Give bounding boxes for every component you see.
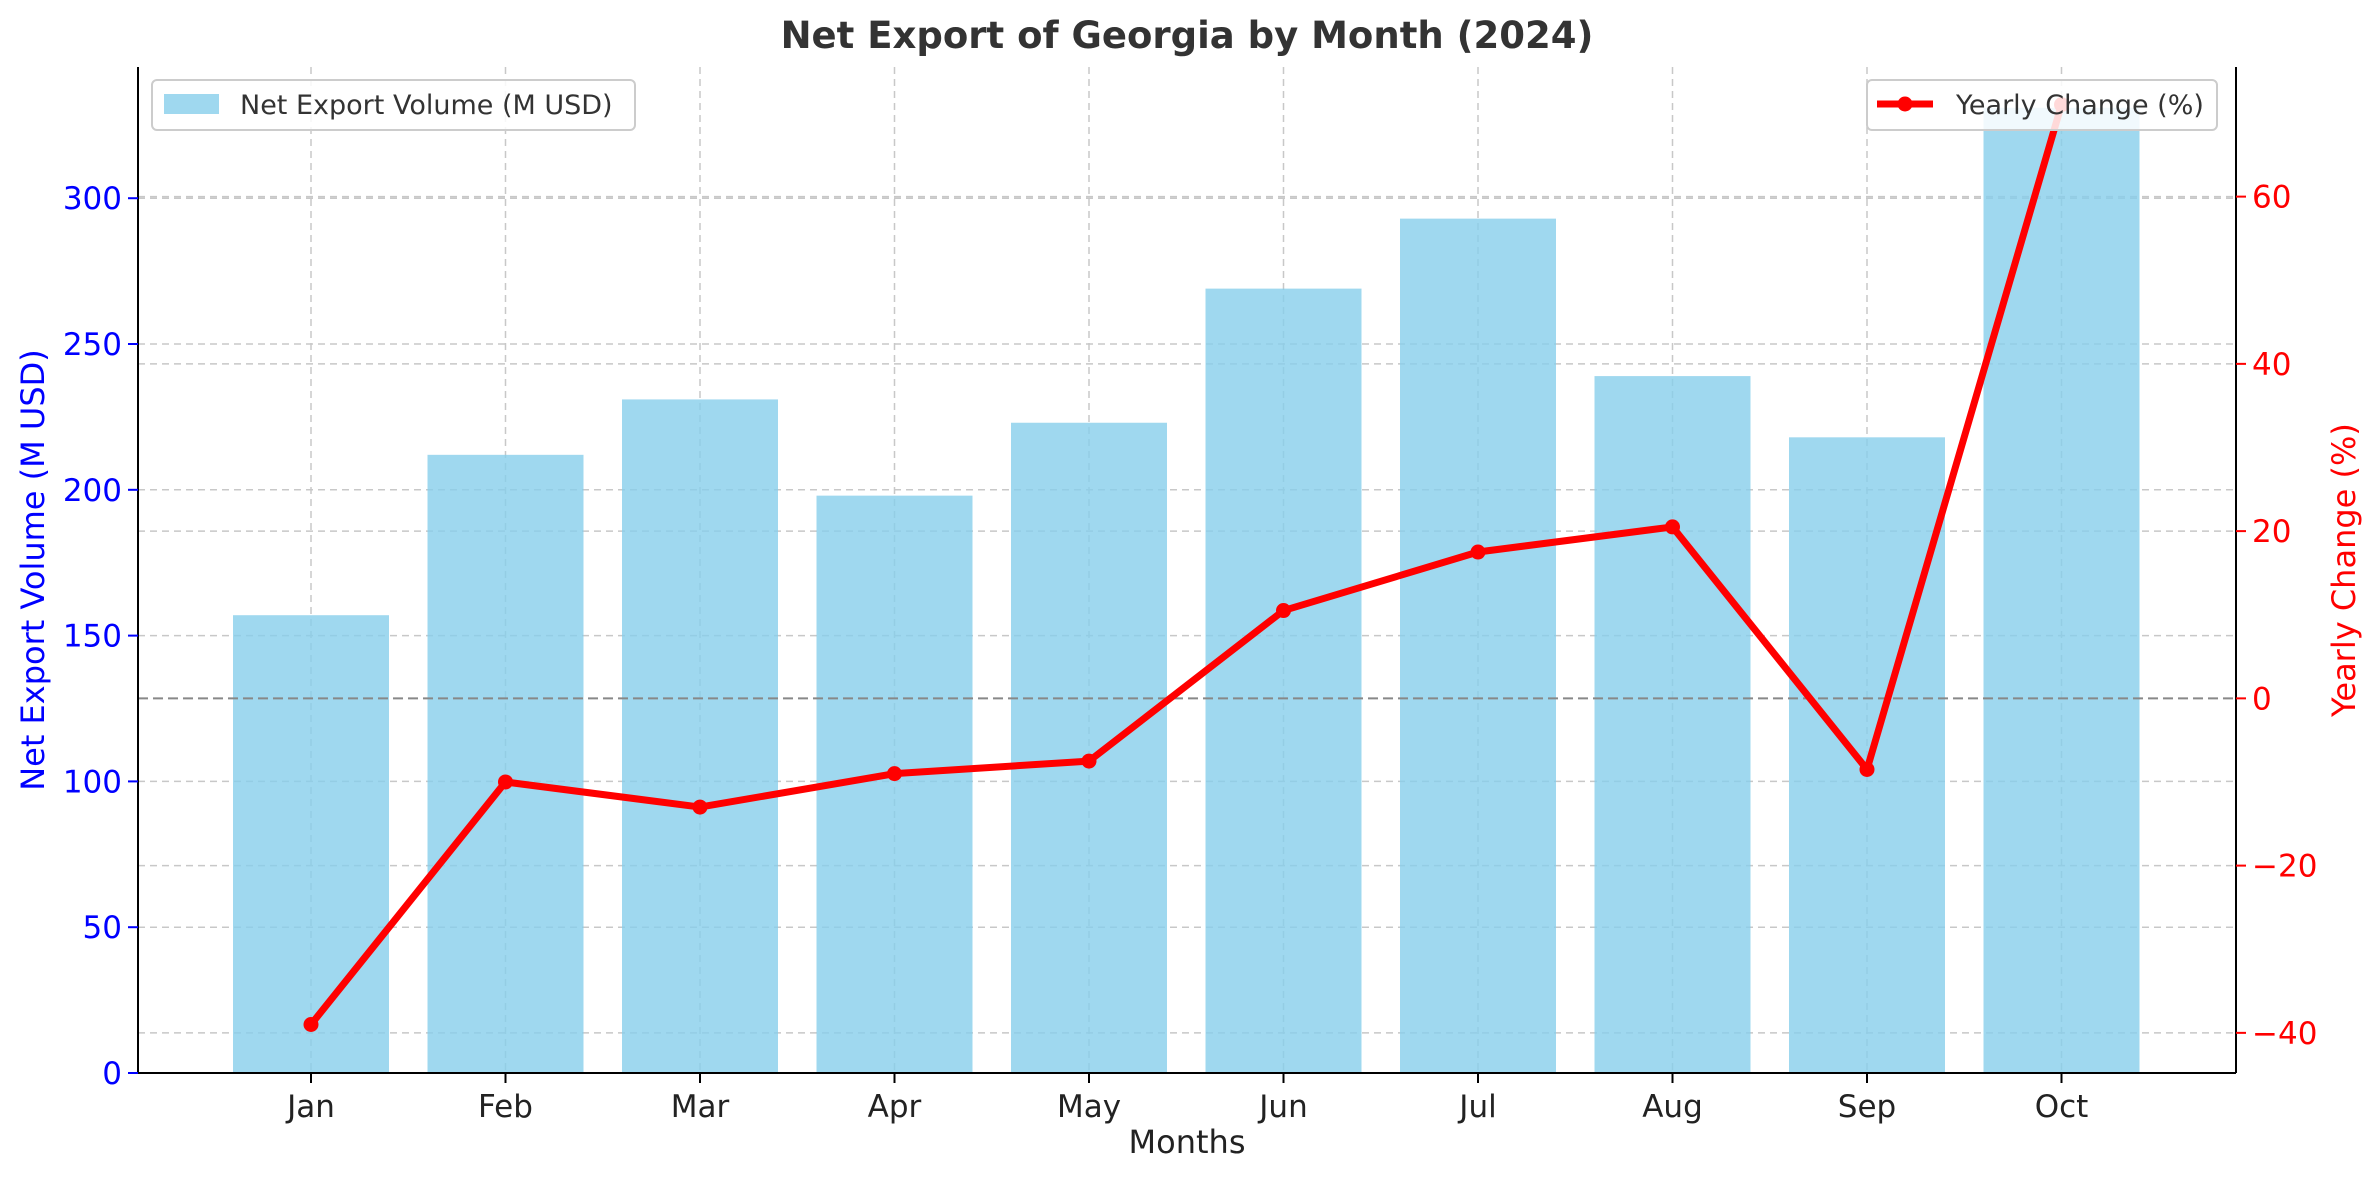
y2-tick-label: 0 — [2252, 681, 2272, 717]
y-tick-label: 300 — [63, 181, 122, 217]
x-tick-label: May — [1057, 1089, 1121, 1125]
y-tick-label: 250 — [63, 327, 122, 363]
yearly-change-point-feb — [498, 774, 513, 790]
bar-jun — [1205, 288, 1362, 1074]
yearly-change-point-jul — [1470, 544, 1486, 560]
legend-box — [151, 79, 636, 131]
x-tick-label: Aug — [1642, 1089, 1703, 1125]
y2-tick-label: −40 — [2252, 1016, 2317, 1052]
legend-bar-label: Net Export Volume (M USD) — [240, 90, 613, 121]
x-tick-label: Mar — [671, 1089, 730, 1125]
y2-tick-label: 20 — [2252, 514, 2291, 550]
bar-jan — [233, 615, 389, 1073]
bar-jul — [1400, 218, 1556, 1074]
x-tick-label: Jul — [1457, 1089, 1496, 1125]
yearly-change-point-aug — [1665, 519, 1680, 535]
bar-aug — [1594, 376, 1751, 1073]
axes-layer: 0 50 100 150 200 250 300 −40 −20 0 20 40 60 Jan Feb Mar… — [63, 67, 2317, 1125]
legend-box — [1866, 79, 2218, 131]
yearly-change-line — [307, 101, 2065, 1028]
y-tick-label: 50 — [83, 910, 122, 946]
bar-feb — [427, 454, 584, 1073]
yearly-change-point-may — [1081, 753, 1097, 769]
y-tick-label: 150 — [63, 619, 122, 655]
yearly-change-point-mar — [692, 799, 708, 815]
y-axis-label: Net Export Volume (M USD) — [14, 349, 52, 791]
x-tick-label: Oct — [2035, 1089, 2089, 1125]
yearly-change-point-jun — [1276, 603, 1291, 619]
bar-oct — [1983, 107, 2140, 1074]
y2-tick-label: 60 — [2252, 180, 2291, 216]
bar-sep — [1789, 437, 1945, 1073]
y-tick-label: 200 — [63, 473, 122, 509]
y-tick-label: 100 — [63, 764, 122, 800]
y2-axis-label: Yearly Change (%) — [2325, 423, 2363, 718]
line-layer — [303, 97, 2069, 1032]
legend-line-label: Yearly Change (%) — [1955, 90, 2204, 121]
yearly-change-point-jan — [303, 1016, 319, 1032]
legend-bar-swatch — [164, 94, 219, 114]
legend-bar-series: Net Export Volume (M USD) — [151, 79, 636, 131]
x-tick-label: Apr — [868, 1089, 922, 1125]
x-axis-label: Months — [1129, 1123, 1246, 1161]
bar-layer — [233, 107, 2140, 1074]
y-tick-label: 0 — [102, 1056, 122, 1092]
y2-tick-label: −20 — [2252, 849, 2317, 885]
x-tick-label: Feb — [478, 1089, 533, 1125]
yearly-change-point-sep — [1859, 761, 1875, 777]
y2-tick-label: 40 — [2252, 347, 2291, 383]
bar-may — [1011, 422, 1167, 1073]
x-tick-label: Jan — [285, 1089, 335, 1125]
yearly-change-point-apr — [887, 766, 902, 782]
bar-mar — [622, 399, 778, 1074]
legend-line-marker — [1897, 96, 1913, 112]
chart-title: Net Export of Georgia by Month (2024) — [781, 14, 1594, 57]
x-tick-label: Sep — [1838, 1089, 1896, 1125]
legend-line-series: Yearly Change (%) — [1866, 79, 2218, 131]
x-tick-label: Jun — [1257, 1089, 1307, 1125]
